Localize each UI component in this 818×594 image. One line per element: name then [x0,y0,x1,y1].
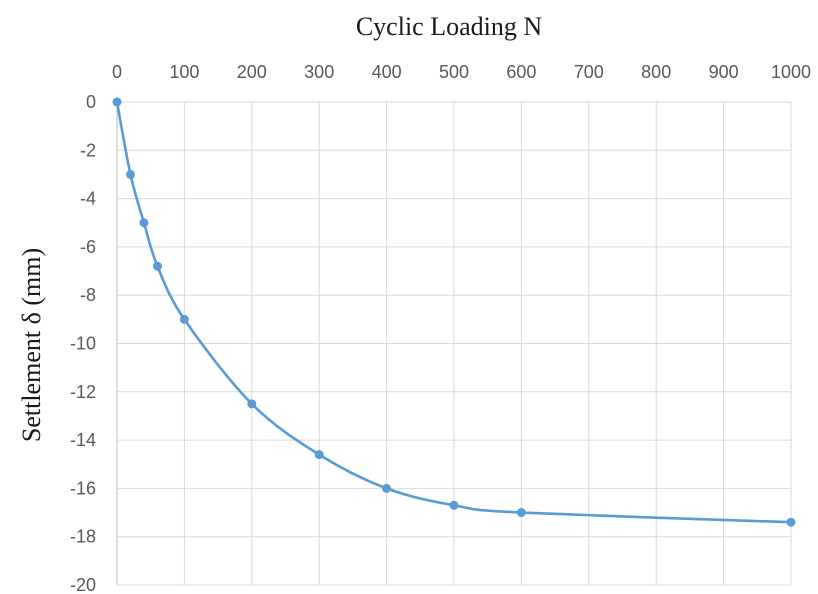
x-tick-label: 100 [169,62,199,82]
data-point [247,399,257,409]
x-tick-label: 0 [112,62,122,82]
data-point [314,450,324,460]
y-tick-label: -18 [70,527,96,547]
y-tick-label: -14 [70,430,96,450]
y-axis-title: Settlement δ (mm) [17,248,46,442]
x-tick-label: 600 [506,62,536,82]
x-tick-label: 1000 [771,62,811,82]
series-plot [112,97,796,527]
x-tick-label: 400 [372,62,402,82]
x-tick-label: 700 [574,62,604,82]
y-tick-label: -8 [80,285,96,305]
y-tick-label: 0 [86,92,96,112]
y-tick-labels: 0 -2 -4 -6 -8 -10 -12 -14 -16 -18 -20 [70,92,96,594]
y-tick-label: -6 [80,237,96,257]
data-point [449,500,459,510]
y-tick-label: -10 [70,334,96,354]
data-point [786,517,796,527]
y-tick-label: -4 [80,189,96,209]
y-tick-label: -20 [70,575,96,594]
gridlines [116,101,792,586]
x-axis-title: Cyclic Loading N [356,12,543,41]
data-point [179,314,189,324]
x-tick-label: 300 [304,62,334,82]
data-point [382,483,392,493]
y-tick-label: -12 [70,382,96,402]
x-tick-label: 800 [641,62,671,82]
data-point [516,508,526,518]
x-tick-label: 200 [237,62,267,82]
y-tick-label: -16 [70,478,96,498]
data-point [125,169,135,179]
data-point [112,97,122,107]
data-point [152,261,162,271]
x-tick-labels: 0 100 200 300 400 500 600 700 800 900 1000 [112,62,811,82]
y-tick-label: -2 [80,140,96,160]
data-point [139,218,149,228]
x-tick-label: 900 [709,62,739,82]
x-tick-label: 500 [439,62,469,82]
